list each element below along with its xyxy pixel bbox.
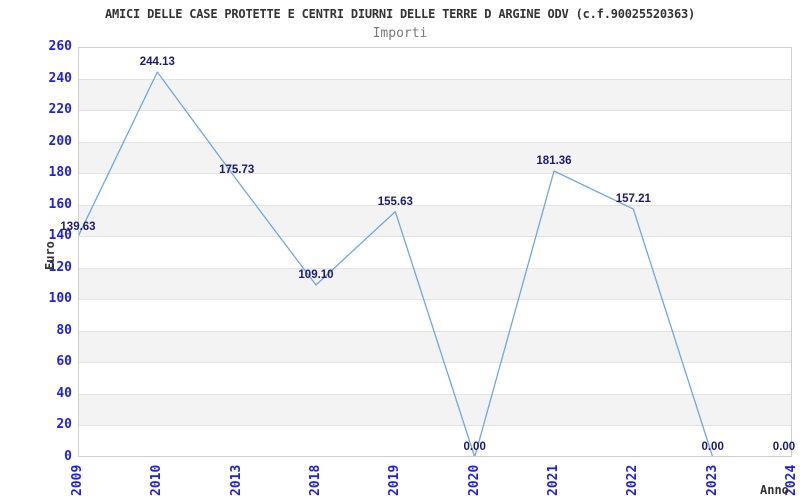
gridline bbox=[78, 394, 792, 395]
plot-border bbox=[78, 47, 792, 457]
y-tick-label: 100 bbox=[48, 291, 72, 307]
data-label: 0.00 bbox=[463, 441, 486, 453]
data-label: 109.10 bbox=[298, 268, 334, 281]
data-label: 155.63 bbox=[377, 195, 413, 208]
data-label: 0.00 bbox=[772, 441, 796, 453]
plot-band bbox=[78, 393, 792, 426]
y-tick-label: 40 bbox=[56, 385, 72, 401]
data-label: 139.63 bbox=[60, 220, 96, 233]
y-tick-label: 160 bbox=[48, 196, 72, 212]
x-tick-label: 2022 bbox=[625, 464, 641, 496]
y-tick-label: 140 bbox=[48, 228, 72, 244]
y-tick-label: 240 bbox=[48, 70, 72, 86]
gridline bbox=[78, 205, 792, 206]
plot-band bbox=[78, 267, 792, 300]
gridline bbox=[78, 425, 792, 426]
x-axis-title: Anno bbox=[760, 483, 789, 497]
y-tick-label: 220 bbox=[48, 102, 72, 118]
series-line bbox=[78, 71, 792, 457]
plot-band bbox=[78, 204, 792, 237]
gridline bbox=[78, 331, 792, 332]
chart-subtitle: Importi bbox=[372, 26, 428, 41]
chart-title: AMICI DELLE CASE PROTETTE E CENTRI DIURN… bbox=[104, 7, 696, 21]
y-tick-label: 20 bbox=[56, 417, 72, 433]
x-tick-label: 2018 bbox=[308, 464, 323, 496]
data-label: 0.00 bbox=[701, 441, 724, 453]
plot-band bbox=[78, 141, 792, 174]
gridline bbox=[78, 236, 792, 237]
gridline bbox=[78, 173, 792, 174]
x-tick-label: 2010 bbox=[149, 464, 165, 496]
y-tick-label: 120 bbox=[48, 259, 72, 275]
gridline bbox=[78, 299, 792, 300]
data-label: 157.21 bbox=[615, 193, 651, 206]
gridline bbox=[78, 110, 792, 111]
x-tick-label: 2013 bbox=[228, 464, 244, 496]
plot-band bbox=[78, 78, 792, 111]
series-svg bbox=[78, 71, 792, 457]
x-tick-label: 2023 bbox=[704, 464, 720, 496]
gridline bbox=[78, 79, 792, 80]
x-tick-label: 2021 bbox=[546, 464, 561, 496]
data-label: 175.73 bbox=[219, 163, 255, 176]
x-tick-label: 2019 bbox=[387, 464, 403, 496]
plot-area bbox=[78, 47, 792, 457]
y-tick-label: 180 bbox=[48, 165, 72, 181]
gridline bbox=[78, 362, 792, 363]
data-label: 181.36 bbox=[536, 155, 572, 167]
y-tick-label: 80 bbox=[56, 322, 72, 338]
gridline bbox=[78, 268, 792, 269]
y-tick-label: 260 bbox=[48, 39, 72, 54]
x-tick-label: 2009 bbox=[70, 464, 85, 496]
x-tick-label: 2020 bbox=[466, 464, 482, 496]
y-tick-label: 200 bbox=[48, 133, 72, 149]
data-label: 244.13 bbox=[139, 56, 175, 69]
gridline bbox=[78, 142, 792, 143]
y-axis-title: Euro bbox=[43, 241, 57, 270]
y-tick-label: 0 bbox=[64, 449, 72, 464]
y-tick-label: 60 bbox=[56, 354, 72, 370]
